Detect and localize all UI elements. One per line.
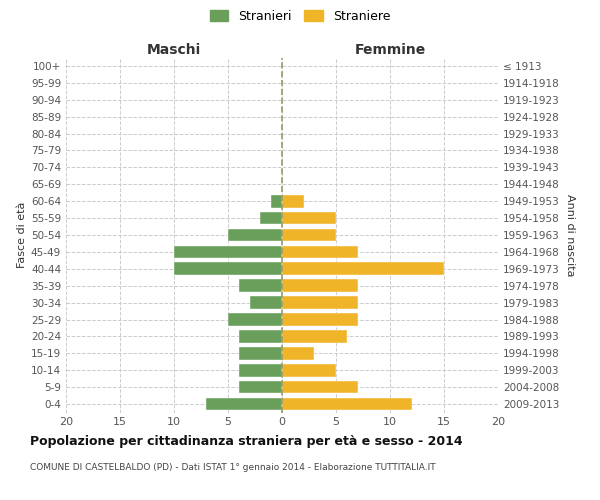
Bar <box>206 398 282 410</box>
Bar <box>260 212 282 224</box>
Bar <box>282 296 358 309</box>
Bar <box>282 313 358 326</box>
Bar <box>282 381 358 394</box>
Text: COMUNE DI CASTELBALDO (PD) - Dati ISTAT 1° gennaio 2014 - Elaborazione TUTTITALI: COMUNE DI CASTELBALDO (PD) - Dati ISTAT … <box>30 462 436 471</box>
Bar <box>282 228 336 241</box>
Bar <box>239 381 282 394</box>
Legend: Stranieri, Straniere: Stranieri, Straniere <box>206 6 394 26</box>
Bar <box>174 246 282 258</box>
Bar <box>239 330 282 343</box>
Bar <box>282 246 358 258</box>
Bar <box>228 313 282 326</box>
Bar <box>174 262 282 275</box>
Bar <box>282 347 314 360</box>
Bar <box>282 364 336 376</box>
Bar <box>282 195 304 207</box>
Text: Maschi: Maschi <box>147 44 201 58</box>
Bar <box>282 212 336 224</box>
Bar <box>282 280 358 292</box>
Y-axis label: Fasce di età: Fasce di età <box>17 202 27 268</box>
Bar <box>250 296 282 309</box>
Bar <box>271 195 282 207</box>
Text: Popolazione per cittadinanza straniera per età e sesso - 2014: Popolazione per cittadinanza straniera p… <box>30 435 463 448</box>
Y-axis label: Anni di nascita: Anni di nascita <box>565 194 575 276</box>
Bar <box>228 228 282 241</box>
Bar <box>239 280 282 292</box>
Bar <box>282 262 444 275</box>
Bar <box>239 364 282 376</box>
Bar <box>239 347 282 360</box>
Bar <box>282 398 412 410</box>
Bar <box>282 330 347 343</box>
Text: Femmine: Femmine <box>355 44 425 58</box>
